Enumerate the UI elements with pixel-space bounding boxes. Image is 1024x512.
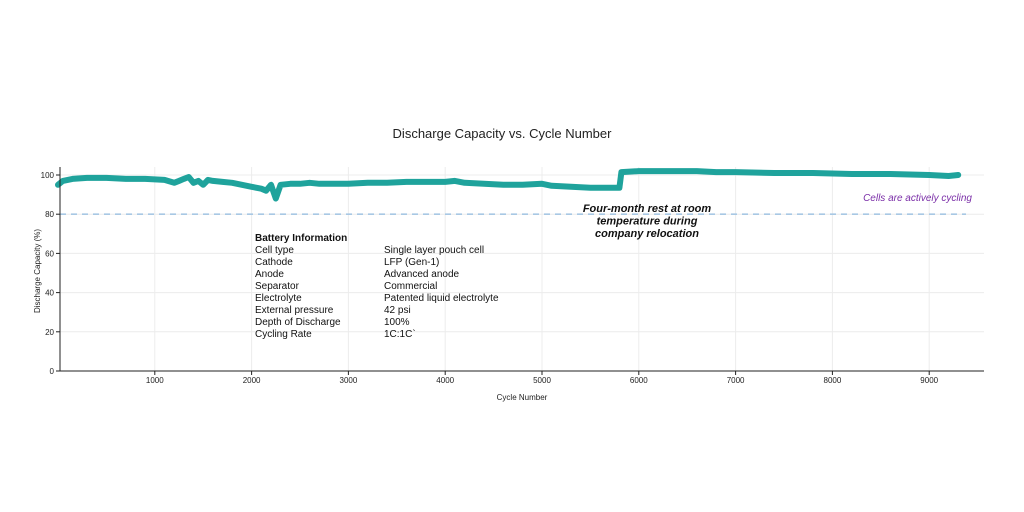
info-row-value: 42 psi <box>384 305 411 316</box>
info-table-heading: Battery Information <box>255 233 347 244</box>
y-tick-label: 100 <box>41 171 55 180</box>
y-tick-labels: 0 20 40 60 80 100 <box>41 171 55 376</box>
x-tick-label: 1000 <box>146 376 164 385</box>
info-row-label: Separator <box>255 281 300 292</box>
x-tick-label: 5000 <box>533 376 551 385</box>
info-row-label: Anode <box>255 269 284 280</box>
rest-annotation-line: Four-month rest at room <box>583 203 712 215</box>
info-row-value: LFP (Gen-1) <box>384 257 439 268</box>
info-row-value: Patented liquid electrolyte <box>384 293 499 304</box>
series-layer <box>55 168 962 202</box>
info-row-label: External pressure <box>255 305 334 316</box>
info-row-value: Advanced anode <box>384 269 460 280</box>
x-axis-label: Cycle Number <box>497 393 548 402</box>
capacity-series-line <box>55 168 962 202</box>
info-row-label: Cycling Rate <box>255 329 312 340</box>
x-tick-label: 7000 <box>727 376 745 385</box>
info-row-value: Single layer pouch cell <box>384 245 484 256</box>
annotations: Cells are actively cycling Four-month res… <box>583 193 973 240</box>
axes <box>56 167 984 375</box>
x-tick-label: 3000 <box>340 376 358 385</box>
x-tick-labels: 1000 2000 3000 4000 5000 6000 7000 8000 9000 <box>146 376 939 385</box>
y-tick-label: 40 <box>45 289 54 298</box>
info-row-label: Cathode <box>255 257 293 268</box>
x-tick-label: 6000 <box>630 376 648 385</box>
x-tick-label: 9000 <box>920 376 938 385</box>
info-row-value: 1C:1C` <box>384 328 416 340</box>
x-tick-label: 8000 <box>824 376 842 385</box>
rest-annotation-line: company relocation <box>595 228 699 240</box>
info-row-value: Commercial <box>384 281 437 292</box>
y-tick-label: 20 <box>45 328 54 337</box>
chart-title: Discharge Capacity vs. Cycle Number <box>393 126 613 141</box>
grid-lines <box>60 167 984 371</box>
x-tick-label: 2000 <box>243 376 261 385</box>
y-tick-label: 0 <box>50 367 55 376</box>
rest-annotation-line: temperature during <box>597 216 698 228</box>
info-row-label: Electrolyte <box>255 293 302 304</box>
y-axis-label: Discharge Capacity (%) <box>33 229 42 313</box>
info-row-label: Cell type <box>255 245 294 256</box>
y-tick-label: 60 <box>45 249 54 258</box>
cycling-annotation: Cells are actively cycling <box>863 193 972 204</box>
y-tick-label: 80 <box>45 210 54 219</box>
info-row-label: Depth of Discharge <box>255 317 341 328</box>
x-tick-label: 4000 <box>436 376 454 385</box>
info-row-value: 100% <box>384 317 410 328</box>
